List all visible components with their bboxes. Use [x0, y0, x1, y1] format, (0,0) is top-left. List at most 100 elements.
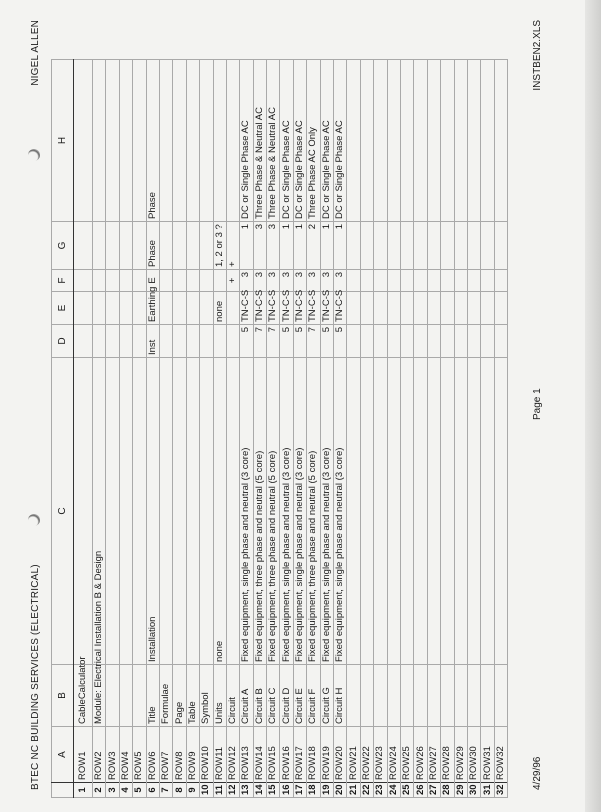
row-number: 8	[172, 782, 187, 798]
cell-g	[427, 221, 441, 270]
table-row: 4 ROW4	[119, 59, 133, 798]
cell-d	[119, 324, 133, 358]
cell-g	[172, 221, 187, 270]
cell-f	[467, 269, 481, 292]
cell-c	[199, 357, 214, 665]
cell-c	[494, 357, 508, 665]
cell-e	[440, 291, 455, 325]
cell-b	[427, 664, 441, 727]
table-row: 19 ROW19 Circuit G Fixed equipment, single …	[320, 59, 334, 798]
cell-h	[387, 59, 401, 222]
cell-b	[360, 664, 374, 727]
row-number: 13	[239, 782, 254, 798]
column-header-b: B	[51, 664, 74, 727]
cell-c	[467, 357, 481, 665]
cell-d: 7	[306, 324, 321, 358]
cell-h	[199, 59, 214, 222]
cell-a: ROW12	[226, 726, 240, 783]
table-row: 17 ROW17 Circuit E Fixed equipment, single …	[293, 59, 307, 798]
cell-b: Circuit B	[253, 664, 267, 727]
cell-e: Earthing	[146, 287, 160, 325]
row-number: 15	[266, 782, 280, 798]
cell-a: ROW2	[92, 726, 106, 783]
cell-f: 3	[333, 269, 347, 292]
cell-g	[186, 221, 200, 270]
cell-h: DC or Single Phase AC	[239, 59, 254, 222]
row-number: 23	[373, 782, 388, 798]
cell-d: 5	[239, 324, 254, 358]
cell-e	[494, 291, 508, 325]
cell-b	[454, 664, 468, 727]
cell-f	[92, 269, 106, 292]
table-row: 32 ROW32	[494, 59, 508, 798]
cell-f	[480, 269, 495, 292]
cell-g: 1, 2 or 3 ?	[213, 221, 227, 270]
cell-b	[413, 664, 428, 727]
cell-g	[73, 221, 93, 270]
cell-e	[360, 291, 374, 325]
cell-f: 3	[266, 269, 280, 292]
cell-b	[480, 664, 495, 727]
cell-h: Three Phase & Neutral AC	[266, 59, 280, 222]
cell-b: Circuit F	[306, 664, 321, 727]
table-row: 29 ROW29	[454, 59, 468, 798]
cell-e	[387, 291, 401, 325]
cell-g: 1	[333, 221, 347, 270]
table-row: 30 ROW30	[467, 59, 481, 798]
row-number: 1	[73, 782, 93, 798]
cell-a: ROW26	[413, 726, 428, 783]
cell-d: 5	[333, 324, 347, 358]
cell-f	[346, 269, 361, 292]
cell-g	[199, 221, 214, 270]
cell-d	[73, 324, 93, 358]
cell-c	[373, 357, 388, 665]
cell-h	[119, 59, 133, 222]
cell-h	[440, 59, 455, 222]
cell-f: 3	[239, 269, 254, 292]
cell-f: 3	[253, 269, 267, 292]
cell-h	[360, 59, 374, 222]
cell-b: Circuit E	[293, 664, 307, 727]
cell-b	[494, 664, 508, 727]
cell-g: 3	[266, 221, 280, 270]
page-number: Page 1	[532, 388, 543, 420]
cell-d	[480, 324, 495, 358]
table-row: 10 ROW10 Symbol	[199, 59, 214, 798]
cell-e: none	[213, 291, 227, 325]
cell-f	[373, 269, 388, 292]
cell-g: 1	[320, 221, 334, 270]
cell-f	[73, 269, 93, 292]
cell-d	[132, 324, 147, 358]
cell-d: 7	[266, 324, 280, 358]
cell-h: Phase	[146, 59, 160, 222]
cell-b: Circuit A	[239, 664, 254, 727]
row-number: 28	[440, 782, 455, 798]
table-row: 28 ROW28	[440, 59, 455, 798]
cell-e	[199, 291, 214, 325]
page-header-right: NIGEL ALLEN	[30, 20, 41, 86]
cell-g	[387, 221, 401, 270]
cell-g	[360, 221, 374, 270]
cell-e	[132, 291, 147, 325]
cell-c	[413, 357, 428, 665]
table-row: 27 ROW27	[427, 59, 441, 798]
column-header-e: E	[51, 291, 74, 325]
cell-g: 3	[253, 221, 267, 270]
cell-c	[119, 357, 133, 665]
cell-f	[172, 269, 187, 292]
cell-g: 1	[279, 221, 294, 270]
cell-c	[172, 357, 187, 665]
cell-d	[387, 324, 401, 358]
punch-hole-icon	[28, 149, 40, 161]
table-row: 31 ROW31	[480, 59, 495, 798]
cell-f	[387, 269, 401, 292]
column-header-h: H	[51, 59, 74, 222]
cell-f	[413, 269, 428, 292]
cell-c	[480, 357, 495, 665]
cell-d	[427, 324, 441, 358]
cell-f: 3	[293, 269, 307, 292]
cell-a: ROW11	[213, 726, 227, 783]
row-number: 16	[279, 782, 294, 798]
row-number: 32	[494, 782, 508, 798]
cell-a: ROW19	[320, 726, 334, 783]
